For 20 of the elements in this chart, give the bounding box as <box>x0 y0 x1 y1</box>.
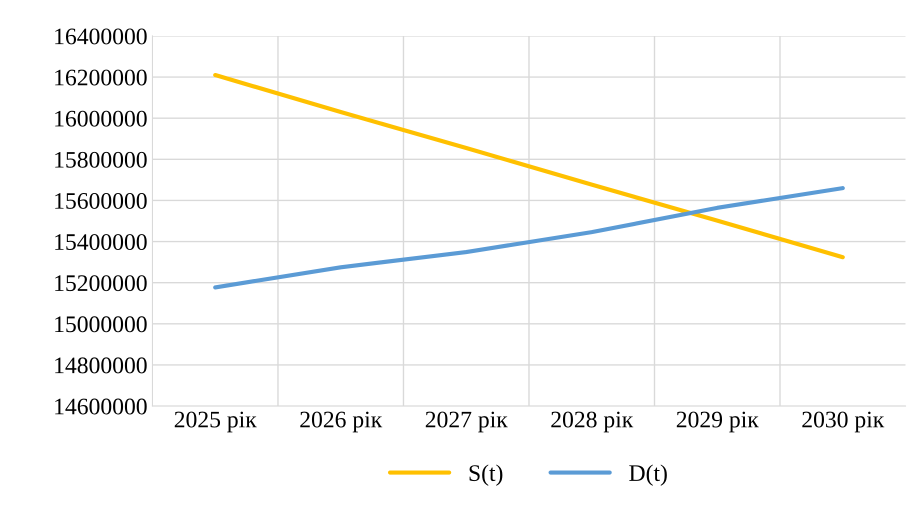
y-tick-label: 16200000 <box>55 70 147 86</box>
y-tick-label: 14600000 <box>55 398 147 414</box>
x-tick-label: 2025 рік <box>174 412 257 432</box>
x-tick-label: 2027 рік <box>426 412 508 432</box>
y-tick-label: 15400000 <box>55 234 147 250</box>
y-tick-label: 15000000 <box>55 316 147 332</box>
legend-label: D(t) <box>629 464 667 486</box>
y-tick-label: 16400000 <box>55 28 147 44</box>
line-series <box>213 72 845 260</box>
line-series <box>213 186 845 290</box>
y-tick-label: 14800000 <box>55 357 147 374</box>
x-tick-label: 2030 рік <box>802 412 884 432</box>
y-tick-label: 16000000 <box>55 110 147 127</box>
y-tick-label: 15800000 <box>55 152 147 168</box>
legend-label: S(t) <box>470 464 502 486</box>
y-tick-label: 15600000 <box>55 192 147 209</box>
y-tick-label: 15200000 <box>55 275 147 292</box>
x-tick-label: 2026 рік <box>300 412 382 432</box>
x-tick-label: 2028 рік <box>551 412 634 432</box>
x-tick-label: 2029 рік <box>676 412 759 432</box>
